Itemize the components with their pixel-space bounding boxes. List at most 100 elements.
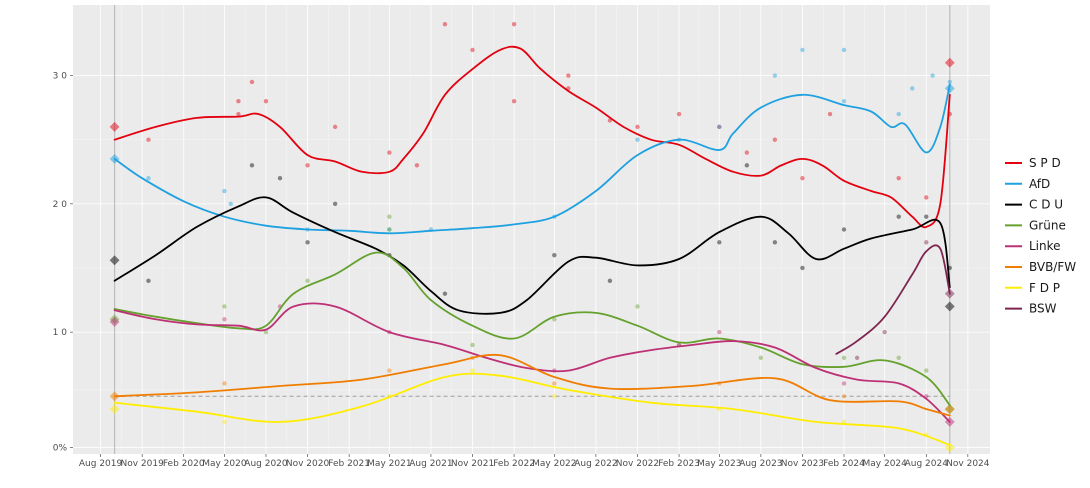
legend-label-2: C D U <box>1029 198 1063 212</box>
election-result-point <box>944 57 955 68</box>
y-tick-label: 3 0 <box>53 72 68 82</box>
poll-point <box>305 163 310 168</box>
poll-point <box>387 368 392 373</box>
poll-point <box>263 329 269 335</box>
legend-label-5: BVB/FW <box>1029 260 1076 274</box>
poll-point <box>222 381 227 386</box>
x-tick-label: Nov 2021 <box>451 459 494 469</box>
poll-point <box>772 73 778 78</box>
x-tick-label: Aug 2020 <box>244 459 288 469</box>
y-tick-label: 2 0 <box>53 200 68 210</box>
poll-point <box>882 329 887 335</box>
x-tick-label: Nov 2023 <box>781 459 824 469</box>
poll-point <box>146 175 151 181</box>
poll-point <box>277 175 283 181</box>
y-tick-label: 1 0 <box>53 328 68 338</box>
poll-point <box>332 124 338 130</box>
poll-point <box>442 291 448 296</box>
trend-line-6 <box>113 372 951 446</box>
y-tick-label: 0% <box>53 444 68 454</box>
poll-point <box>222 304 227 309</box>
x-tick-label: Nov 2022 <box>616 459 659 469</box>
poll-point <box>800 265 805 271</box>
poll-point <box>607 278 613 284</box>
x-tick-label: Feb 2024 <box>823 459 865 469</box>
poll-point <box>566 73 571 78</box>
x-tick-label: May 2022 <box>532 459 576 469</box>
poll-point <box>800 175 805 181</box>
poll-point <box>772 137 778 142</box>
trend-line-7 <box>835 244 951 355</box>
poll-point <box>222 317 227 322</box>
poll-point <box>841 381 847 386</box>
poll-point <box>414 163 420 168</box>
poll-point <box>800 47 805 53</box>
trend-line-0 <box>113 45 951 229</box>
x-tick-label: Aug 2022 <box>574 459 617 469</box>
trend-line-4 <box>113 302 951 423</box>
poll-point <box>924 368 929 373</box>
event-lines <box>113 5 951 454</box>
poll-point <box>924 195 929 200</box>
poll-point <box>841 394 847 399</box>
poll-point <box>717 124 722 130</box>
legend-label-3: Grüne <box>1029 218 1066 232</box>
poll-point <box>442 22 448 27</box>
poll-point <box>772 240 778 245</box>
x-tick-label: Feb 2020 <box>163 459 205 469</box>
x-tick-label: May 2021 <box>367 459 411 469</box>
poll-point <box>841 355 847 360</box>
poll-point <box>387 227 392 232</box>
poll-point <box>896 111 901 117</box>
poll-point <box>758 355 764 360</box>
poll-point <box>305 240 310 245</box>
poll-point <box>249 79 255 85</box>
poll-point <box>387 227 392 232</box>
poll-point <box>236 111 241 117</box>
trend-line-2 <box>113 196 951 315</box>
poll-point <box>744 150 750 155</box>
poll-point <box>854 355 860 360</box>
poll-point <box>305 278 310 284</box>
poll-point <box>896 214 901 219</box>
x-tick-label: Feb 2021 <box>328 459 370 469</box>
poll-point <box>827 111 833 117</box>
poll-point <box>635 137 640 142</box>
poll-point <box>910 86 915 91</box>
poll-point <box>470 368 475 373</box>
poll-point <box>841 419 847 425</box>
trend-line-3 <box>113 251 951 407</box>
x-tick-label: Nov 2020 <box>286 459 330 469</box>
poll-point <box>236 99 241 104</box>
poll-point <box>146 137 151 142</box>
x-tick-label: Aug 2019 <box>79 459 123 469</box>
poll-point <box>511 99 517 104</box>
x-tick-label: Aug 2021 <box>409 459 452 469</box>
trend-line-5 <box>113 353 951 417</box>
x-tick-label: Aug 2023 <box>739 459 782 469</box>
election-result-point <box>944 442 955 453</box>
legend-label-6: F D P <box>1029 281 1060 295</box>
poll-point <box>470 47 475 53</box>
x-tick-label: Nov 2019 <box>120 459 164 469</box>
poll-point <box>896 355 901 360</box>
poll-point <box>552 317 557 322</box>
poll-point <box>552 381 557 386</box>
poll-point <box>930 73 935 78</box>
legend-label-0: S P D <box>1029 156 1061 170</box>
poll-point <box>744 163 750 168</box>
poll-point <box>947 79 952 85</box>
election-result-point <box>944 301 955 312</box>
x-tick-label: May 2023 <box>697 459 741 469</box>
election-result-point <box>944 404 955 415</box>
poll-point <box>676 111 682 117</box>
poll-point <box>717 329 722 335</box>
poll-point <box>263 99 269 104</box>
x-tick-label: May 2020 <box>202 459 247 469</box>
poll-point <box>228 201 233 207</box>
legend-label-4: Linke <box>1029 239 1061 253</box>
election-result-point <box>109 121 120 132</box>
legend: S P D AfD C D U Grüne Linke BVB/FW F D P BSW <box>1005 156 1076 316</box>
trend-lines <box>113 45 951 446</box>
